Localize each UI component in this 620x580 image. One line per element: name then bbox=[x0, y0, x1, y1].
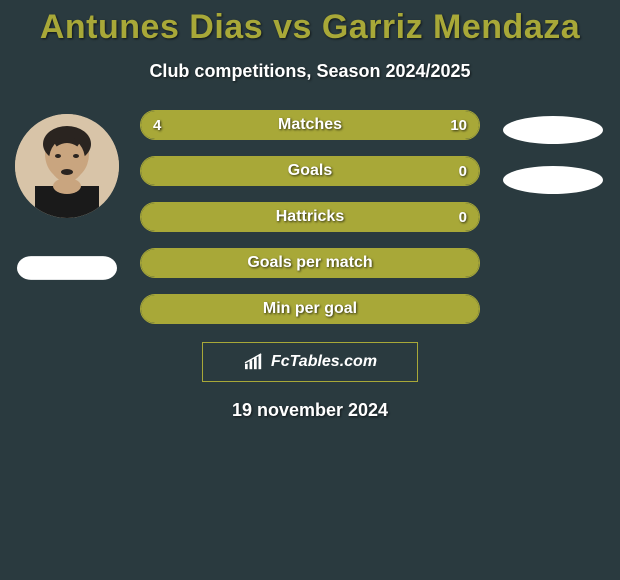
source-logo: FcTables.com bbox=[202, 342, 418, 382]
player-left-avatar bbox=[15, 114, 119, 218]
stat-bar: Hattricks0 bbox=[140, 202, 480, 232]
player-right-avatar-pill bbox=[503, 116, 603, 144]
stat-bars: Matches410 Goals0 Hattricks0 Goals per matc… bbox=[140, 110, 480, 324]
player-right-name-pill bbox=[503, 166, 603, 194]
bar-fill bbox=[141, 203, 479, 231]
comparison-card: Antunes Dias vs Garriz Mendaza Club comp… bbox=[0, 0, 620, 421]
stat-bar: Goals0 bbox=[140, 156, 480, 186]
stat-bar: Matches410 bbox=[140, 110, 480, 140]
source-logo-text: FcTables.com bbox=[271, 353, 377, 371]
subtitle: Club competitions, Season 2024/2025 bbox=[0, 61, 620, 82]
player-left-column bbox=[12, 110, 122, 282]
bar-fill-right bbox=[238, 111, 479, 139]
stat-bar: Goals per match bbox=[140, 248, 480, 278]
date-label: 19 november 2024 bbox=[0, 400, 620, 421]
bar-fill bbox=[141, 249, 479, 277]
bar-chart-icon bbox=[243, 353, 265, 371]
bar-fill bbox=[141, 295, 479, 323]
bar-fill bbox=[141, 157, 479, 185]
person-photo-icon bbox=[15, 114, 119, 218]
player-left-name-pill bbox=[17, 256, 117, 280]
stat-bar: Min per goal bbox=[140, 294, 480, 324]
main-row: Matches410 Goals0 Hattricks0 Goals per matc… bbox=[0, 110, 620, 324]
page-title: Antunes Dias vs Garriz Mendaza bbox=[0, 8, 620, 47]
player-right-column bbox=[498, 110, 608, 194]
bar-fill-left bbox=[141, 111, 238, 139]
